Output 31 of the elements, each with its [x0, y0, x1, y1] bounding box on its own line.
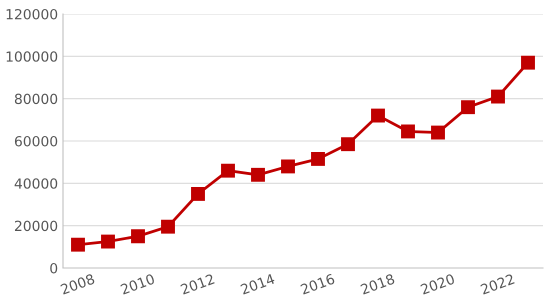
point [491, 90, 505, 104]
point [521, 56, 535, 70]
point [281, 159, 295, 174]
y-tick-label: 40000 [14, 178, 58, 189]
x-tick-label: 2022 [480, 274, 515, 295]
point [161, 220, 175, 234]
y-tick-label: 60000 [14, 136, 58, 146]
point [311, 152, 325, 166]
x-tick-label: 2014 [240, 273, 276, 295]
y-tick-label: 0 [50, 262, 58, 274]
point [371, 108, 385, 123]
x-tick-label: 2020 [420, 273, 456, 295]
point [131, 229, 145, 244]
y-tick-label: 100000 [6, 51, 58, 62]
x-tick-label: 2008 [60, 273, 96, 295]
point [221, 164, 235, 178]
x-tick-label: 2016 [300, 273, 336, 295]
y-tick-label: 20000 [14, 220, 58, 232]
y-tick-label: 120000 [6, 8, 58, 20]
x-tick-label: 2012 [180, 274, 215, 295]
point [341, 137, 355, 152]
point [461, 100, 475, 114]
x-tick-label: 2018 [360, 273, 396, 295]
point [101, 234, 115, 248]
point [191, 186, 205, 201]
y-tick-label: 80000 [14, 94, 58, 104]
point [251, 168, 265, 182]
point [401, 124, 415, 138]
point [431, 126, 445, 140]
x-tick-label: 2010 [120, 273, 156, 295]
point [71, 238, 85, 252]
